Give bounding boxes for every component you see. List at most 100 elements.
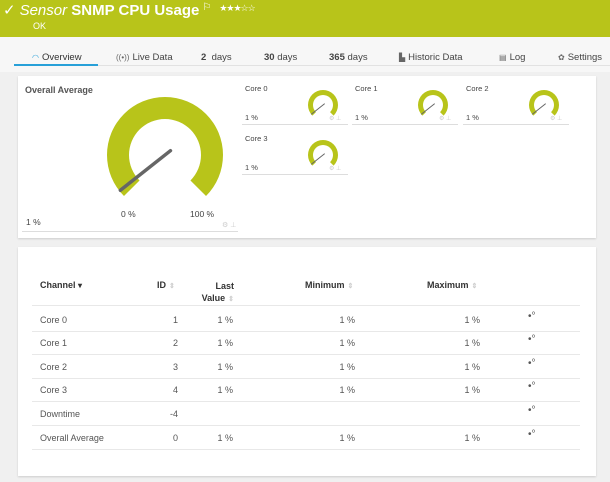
tab-label: days [277, 52, 298, 63]
maximum-value: 1 % [464, 315, 480, 325]
core-gauge-value: 1 % [355, 113, 368, 122]
divider [242, 174, 348, 175]
gauge-min-label: 0 % [121, 209, 136, 219]
tab-label: Log [509, 52, 526, 63]
gear-icon: ✿ [558, 53, 565, 62]
header-label: Maximum [427, 280, 469, 290]
tab-label: Settings [567, 52, 603, 63]
row-divider [32, 425, 580, 426]
channel-name[interactable]: Core 2 [40, 362, 68, 372]
channel-name[interactable]: Core 3 [40, 385, 68, 395]
core-gauge-arc [418, 90, 449, 116]
header-label: Value [201, 293, 226, 303]
sensor-header: ✓ Sensor SNMP CPU Usage ⚐ ★★★☆☆ OK [0, 0, 610, 37]
last-value: 1 % [217, 338, 233, 348]
channel-settings-icon[interactable]: •° [528, 358, 536, 369]
channel-id: 2 [172, 338, 178, 348]
flag-icon[interactable]: ⚐ [202, 2, 212, 13]
tab-divider [14, 65, 610, 66]
header-label: ID [157, 280, 166, 290]
main-gauge-arc [107, 97, 223, 197]
core-gauge-title: Core 3 [245, 134, 268, 143]
core-gauge-value: 1 % [245, 163, 258, 172]
core-gauge-needle [420, 103, 435, 115]
channel-name[interactable]: Overall Average [40, 433, 104, 443]
priority-stars[interactable]: ★★★☆☆ [219, 3, 255, 13]
core-gauge-needle [310, 103, 325, 115]
maximum-value: 1 % [464, 338, 480, 348]
channel-settings-icon[interactable]: •° [528, 381, 536, 392]
core-gauge-arc [308, 90, 339, 116]
tab-label: Historic Data [408, 52, 463, 63]
core-gauge-title: Core 0 [245, 84, 268, 93]
sort-down-icon: ▾ [78, 281, 83, 290]
gauge-drawings [107, 90, 559, 197]
tab-overview[interactable]: ◠ Overview [32, 52, 82, 63]
tab-settings[interactable]: ✿ Settings [558, 52, 602, 63]
column-header-maximum[interactable]: Maximum ⇕ [427, 280, 477, 290]
tab-2-days[interactable]: 2 days [201, 52, 232, 63]
channel-settings-icon[interactable]: •° [528, 311, 536, 322]
gear-icon[interactable]: ⚙ ⊥ [329, 166, 342, 172]
tab-30-days[interactable]: 30 days [264, 52, 297, 63]
last-value: 1 % [217, 385, 233, 395]
core-gauge-title: Core 2 [466, 84, 489, 93]
minimum-value: 1 % [339, 315, 355, 325]
gear-icon[interactable]: ⚙ ⊥ [439, 116, 452, 122]
tab-label: Overview [41, 52, 82, 63]
tab-365-days[interactable]: 365 days [329, 52, 368, 63]
tab-live-data[interactable]: ((•)) Live Data [116, 52, 173, 63]
last-value: 1 % [217, 362, 233, 372]
main-gauge-needle [118, 148, 173, 192]
sort-icon: ⇕ [169, 283, 175, 290]
status-text: OK [33, 21, 47, 31]
gear-icon[interactable]: ⚙ ⊥ [550, 116, 563, 122]
tab-number: 30 [264, 52, 275, 63]
gear-icon[interactable]: ⚙ ⊥ [329, 116, 342, 122]
main-gauge-value: 1 % [26, 217, 41, 227]
gear-icon[interactable]: ⚙ ⊥ [222, 222, 237, 229]
live-data-icon: ((•)) [116, 53, 130, 62]
core-gauge-value: 1 % [466, 113, 479, 122]
maximum-value: 1 % [464, 433, 480, 443]
channel-name[interactable]: Core 1 [40, 338, 68, 348]
gauge-icon: ◠ [32, 53, 39, 62]
checkmark-icon: ✓ [3, 2, 16, 19]
channel-settings-icon[interactable]: •° [528, 334, 536, 345]
minimum-value: 1 % [339, 433, 355, 443]
channel-name[interactable]: Downtime [40, 409, 81, 419]
core-gauge-arc [529, 90, 559, 116]
sort-icon: ⇕ [228, 296, 234, 303]
title-row: ✓ Sensor SNMP CPU Usage ⚐ ★★★☆☆ [3, 2, 256, 20]
channel-name[interactable]: Core 0 [40, 315, 68, 325]
column-header-last-value[interactable]: Last Value ⇕ [188, 280, 234, 306]
core-gauge-title: Core 1 [355, 84, 378, 93]
column-header-minimum[interactable]: Minimum ⇕ [305, 280, 353, 290]
channel-settings-icon[interactable]: •° [528, 405, 536, 416]
sensor-type-label: Sensor [19, 2, 68, 19]
divider [242, 124, 348, 125]
channels-panel: Channel ▾ ID ⇕ Last Value ⇕ Minimum ⇕ Maximu… [18, 247, 596, 476]
gauges-panel: Overall Average 1 % 0 % 100 % ⚙ ⊥ Core 0… [18, 76, 596, 238]
column-header-channel[interactable]: Channel ▾ [40, 280, 82, 290]
tab-number: 2 [201, 52, 207, 63]
tab-historic-data[interactable]: ▙ Historic Data [399, 52, 463, 63]
header-label: Minimum [305, 280, 345, 290]
row-divider [32, 378, 580, 379]
header-label: Last [215, 281, 234, 291]
channel-settings-icon[interactable]: •° [528, 429, 536, 440]
tab-number: 365 [329, 52, 345, 63]
main-gauge-title: Overall Average [25, 85, 93, 95]
minimum-value: 1 % [339, 338, 355, 348]
chart-icon: ▙ [399, 53, 406, 62]
column-header-id[interactable]: ID ⇕ [157, 280, 175, 290]
channel-id: 3 [172, 362, 178, 372]
tab-label: Live Data [132, 52, 173, 63]
minimum-value: 1 % [339, 385, 355, 395]
tab-log[interactable]: ▤ Log [499, 52, 525, 63]
minimum-value: 1 % [339, 362, 355, 372]
core-gauge-value: 1 % [245, 113, 258, 122]
sort-icon: ⇕ [347, 283, 354, 290]
row-divider [32, 331, 580, 332]
last-value: 1 % [217, 433, 233, 443]
